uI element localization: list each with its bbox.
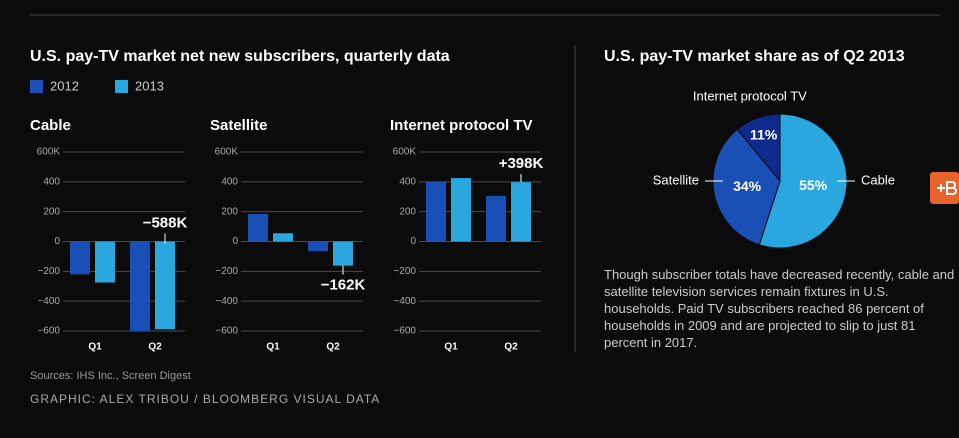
y-tick-label: −400 bbox=[37, 296, 60, 307]
bar bbox=[273, 233, 293, 242]
value-label: −162K bbox=[321, 277, 366, 294]
y-tick-label: 600K bbox=[37, 147, 61, 158]
y-tick-label: −200 bbox=[215, 266, 238, 277]
y-tick-label: −600 bbox=[215, 326, 238, 337]
legend-label: 2013 bbox=[135, 78, 164, 93]
x-tick-label: Q2 bbox=[148, 342, 162, 353]
y-tick-label: 600K bbox=[215, 147, 239, 158]
x-tick-label: Q2 bbox=[504, 342, 518, 353]
sources: Sources: IHS Inc., Screen Digest bbox=[30, 370, 191, 382]
bar bbox=[70, 241, 90, 275]
bar bbox=[155, 241, 175, 330]
value-label: −588K bbox=[143, 214, 188, 231]
slice-label: 55% bbox=[799, 177, 828, 193]
category-label: Satellite bbox=[653, 172, 699, 187]
y-tick-label: 0 bbox=[232, 236, 238, 247]
y-tick-label: 200 bbox=[221, 206, 238, 217]
bar bbox=[451, 178, 471, 242]
legend-swatch bbox=[115, 80, 128, 93]
pie-slice bbox=[736, 113, 781, 183]
share-icon bbox=[937, 181, 957, 195]
page-title: U.S. pay-TV market net new subscribers, … bbox=[30, 48, 450, 65]
y-tick-label: −200 bbox=[37, 266, 60, 277]
y-tick-label: −600 bbox=[393, 326, 416, 337]
x-tick-label: Q1 bbox=[88, 342, 102, 353]
y-tick-label: 400 bbox=[221, 176, 238, 187]
panel-title: Internet protocol TV bbox=[390, 117, 533, 134]
y-tick-label: 400 bbox=[43, 176, 60, 187]
y-tick-label: −400 bbox=[215, 296, 238, 307]
bar bbox=[426, 181, 446, 242]
note: Though subscriber totals have decreased … bbox=[604, 267, 955, 350]
y-tick-label: −200 bbox=[393, 266, 416, 277]
legend-swatch bbox=[30, 80, 43, 93]
bar bbox=[95, 241, 115, 283]
bar bbox=[486, 196, 506, 242]
pie-slice bbox=[758, 113, 848, 249]
bar bbox=[333, 241, 353, 266]
x-tick-label: Q1 bbox=[266, 342, 280, 353]
legend-label: 2012 bbox=[50, 78, 79, 93]
credit: GRAPHIC: ALEX TRIBOU / BLOOMBERG VISUAL … bbox=[30, 392, 380, 406]
x-tick-label: Q2 bbox=[326, 342, 340, 353]
pie-slice bbox=[712, 128, 781, 246]
slice-label: 11% bbox=[750, 126, 778, 142]
y-tick-label: 200 bbox=[399, 206, 416, 217]
panel-title: Satellite bbox=[210, 117, 268, 134]
y-tick-label: −600 bbox=[37, 326, 60, 337]
value-label: +398K bbox=[499, 155, 544, 172]
y-tick-label: 200 bbox=[43, 206, 60, 217]
y-tick-label: 0 bbox=[54, 236, 60, 247]
y-tick-label: 400 bbox=[399, 176, 416, 187]
y-tick-label: 600K bbox=[393, 147, 417, 158]
bar bbox=[248, 213, 268, 242]
bar bbox=[511, 182, 531, 242]
category-label: Cable bbox=[861, 172, 895, 187]
category-label: Internet protocol TV bbox=[693, 89, 807, 104]
y-tick-label: 0 bbox=[410, 236, 416, 247]
panel-title: Cable bbox=[30, 117, 71, 134]
x-tick-label: Q1 bbox=[444, 342, 458, 353]
slice-label: 34% bbox=[733, 178, 762, 194]
bar bbox=[308, 241, 328, 252]
y-tick-label: −400 bbox=[393, 296, 416, 307]
bar bbox=[130, 241, 150, 331]
pie-title: U.S. pay-TV market share as of Q2 2013 bbox=[604, 48, 905, 65]
